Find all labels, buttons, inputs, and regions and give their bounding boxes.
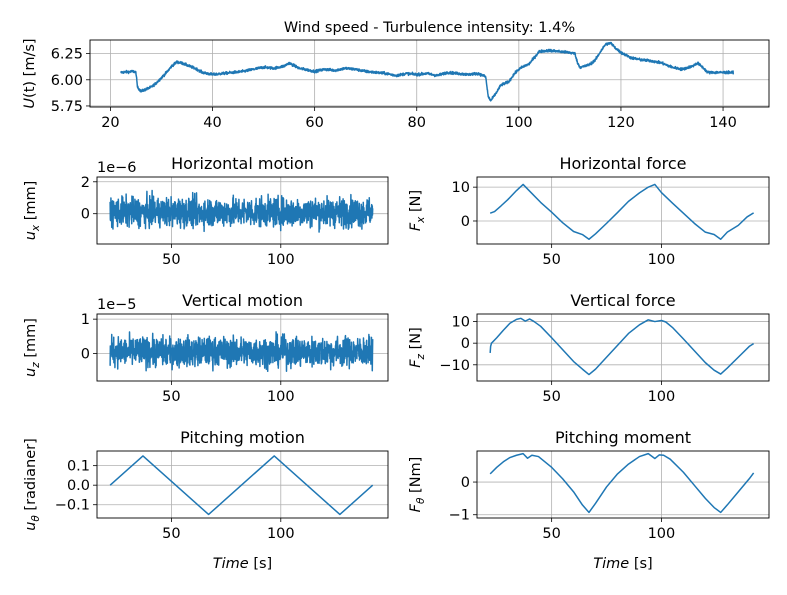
axes-frame xyxy=(89,39,770,108)
y-tick-label: −0.1 xyxy=(55,498,90,514)
y-tick-label: 0.0 xyxy=(67,478,90,494)
axes-frame xyxy=(96,450,389,519)
y-axis-label: ux [mm] xyxy=(23,181,42,241)
chart-wind: 20 40 60 80 100 120 140 5.75 6.00 6.25 Wind speed … xyxy=(22,20,770,131)
series-line-wind xyxy=(120,41,735,102)
chart-title: Vertical force xyxy=(570,291,675,310)
x-axis-label: Time [s] xyxy=(593,556,652,572)
series-line-uz xyxy=(109,331,374,373)
axis-offset-text: 1e−6 xyxy=(97,160,137,176)
y-axis-label: Fθ [Nm] xyxy=(408,457,427,513)
x-axis-label: Time [s] xyxy=(213,556,272,572)
y-axis-label: uθ [radianer] xyxy=(23,438,42,531)
chart-ux: 50 100 0 2 1e−6 Horizontal motion ux [mm] xyxy=(23,154,389,268)
x-tick-label: 100 xyxy=(505,115,533,131)
axes-frame xyxy=(96,176,389,245)
x-tick-label: 60 xyxy=(305,115,323,131)
series-line-ftheta xyxy=(489,452,755,514)
x-tick-label: 100 xyxy=(267,252,295,268)
axes-frame xyxy=(476,450,770,519)
x-tick-label: 80 xyxy=(408,115,426,131)
x-tick-label: 40 xyxy=(203,115,221,131)
chart-title: Wind speed - Turbulence intensity: 1.4% xyxy=(284,20,575,36)
x-tick-label: 120 xyxy=(607,115,635,131)
axis-offset-text: 1e−5 xyxy=(97,297,137,313)
y-tick-label: 10 xyxy=(452,315,470,331)
axes-frame xyxy=(476,313,770,382)
x-tick-label: 100 xyxy=(267,526,295,542)
chart-uz: 50 100 0 1 1e−5 Vertical motion uz [mm] xyxy=(23,291,389,405)
chart-utheta: 50 100 −0.1 0.0 0.1 Pitching motion uθ [radian… xyxy=(23,428,389,572)
y-tick-label: 0 xyxy=(81,207,90,223)
x-tick-label: 50 xyxy=(542,252,560,268)
x-tick-label: 100 xyxy=(648,526,676,542)
y-tick-label: 0.1 xyxy=(67,459,90,475)
y-tick-label: 0 xyxy=(461,475,470,491)
x-tick-label: 20 xyxy=(101,115,119,131)
x-tick-label: 50 xyxy=(162,252,180,268)
chart-fx: 50 100 0 10 Horizontal force Fx [N] xyxy=(408,154,770,268)
chart-title: Pitching moment xyxy=(555,428,691,447)
axes-frame xyxy=(96,313,389,382)
y-axis-label: Fx [N] xyxy=(408,190,427,231)
chart-title: Pitching motion xyxy=(180,428,305,447)
x-tick-label: 100 xyxy=(648,389,676,405)
chart-ftheta: 50 100 −1 0 Pitching moment Fθ [Nm] Time [s] xyxy=(408,428,770,572)
x-tick-label: 50 xyxy=(162,389,180,405)
y-tick-label: 6.00 xyxy=(51,73,83,89)
x-tick-label: 50 xyxy=(542,526,560,542)
y-tick-label: 0 xyxy=(81,347,90,363)
chart-title: Vertical motion xyxy=(182,291,303,310)
series-line-ux xyxy=(109,189,374,233)
y-axis-label: U(t) [m/s] xyxy=(22,38,38,108)
y-tick-label: −1 xyxy=(449,508,470,524)
y-axis-label: uz [mm] xyxy=(23,318,42,377)
series-line-fx xyxy=(489,183,755,241)
y-tick-label: 0 xyxy=(461,336,470,352)
chart-title: Horizontal force xyxy=(559,154,686,173)
x-tick-label: 50 xyxy=(542,389,560,405)
y-tick-label: 5.75 xyxy=(51,99,83,115)
y-tick-label: 6.25 xyxy=(51,47,83,63)
y-axis-label: Fz [N] xyxy=(408,327,427,368)
y-tick-label: −10 xyxy=(439,358,470,374)
series-line-utheta xyxy=(109,455,374,516)
y-tick-label: 0 xyxy=(461,214,470,230)
y-tick-label: 1 xyxy=(81,312,90,328)
x-tick-label: 50 xyxy=(162,526,180,542)
x-tick-label: 100 xyxy=(267,389,295,405)
y-tick-label: 10 xyxy=(452,180,470,196)
axes-frame xyxy=(476,176,770,245)
series-line-fz xyxy=(489,317,755,376)
chart-fz: 50 100 −10 0 10 Vertical force Fz [N] xyxy=(408,291,770,405)
y-tick-label: 2 xyxy=(81,175,90,191)
x-tick-label: 100 xyxy=(648,252,676,268)
x-tick-label: 140 xyxy=(709,115,737,131)
chart-title: Horizontal motion xyxy=(171,154,314,173)
